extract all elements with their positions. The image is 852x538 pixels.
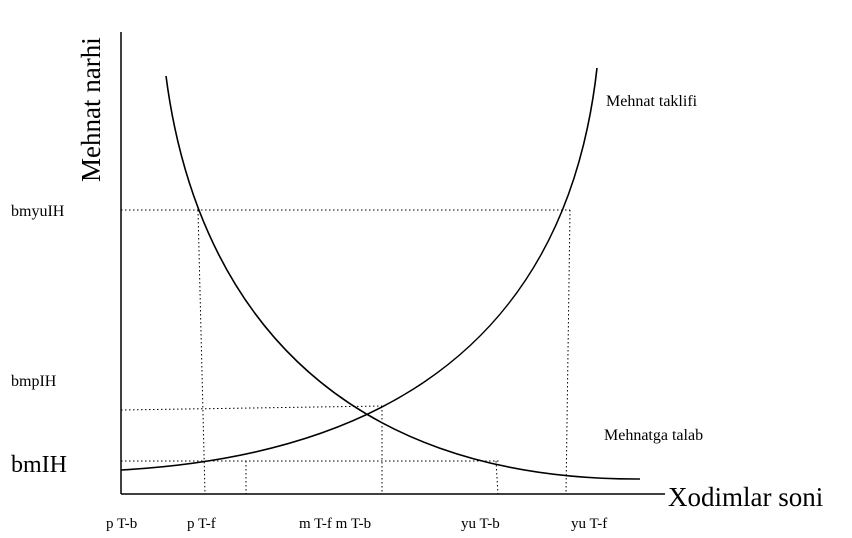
guide-lines [120, 209, 571, 495]
x-tick-p-tb: p T-b [106, 516, 137, 532]
x-tick-yu-tb: yu T-b [461, 516, 500, 532]
x-axis-title: Xodimlar soni [668, 482, 823, 512]
x-tick-p-tf: p T-f [187, 516, 216, 532]
guide-yu-tf-vertical [565, 209, 571, 495]
y-axis-title: Mehnat narhi [76, 37, 106, 182]
guide-p-tf-vertical [197, 209, 206, 495]
y-label-mid: bmpIH [11, 373, 57, 390]
x-tick-m-tf-tb: m T-f m T-b [299, 516, 371, 532]
demand-curve [165, 75, 641, 480]
x-tick-yu-tf: yu T-f [571, 516, 607, 532]
y-label-high: bmyuIH [11, 203, 65, 220]
supply-curve-label: Mehnat taklifi [606, 93, 698, 110]
supply-curve [120, 67, 598, 471]
guide-yu-tb-vertical [495, 460, 499, 495]
demand-curve-label: Mehnatga talab [604, 427, 703, 444]
guide-mid-horizontal [120, 405, 383, 411]
y-label-low: bmIH [11, 452, 67, 478]
